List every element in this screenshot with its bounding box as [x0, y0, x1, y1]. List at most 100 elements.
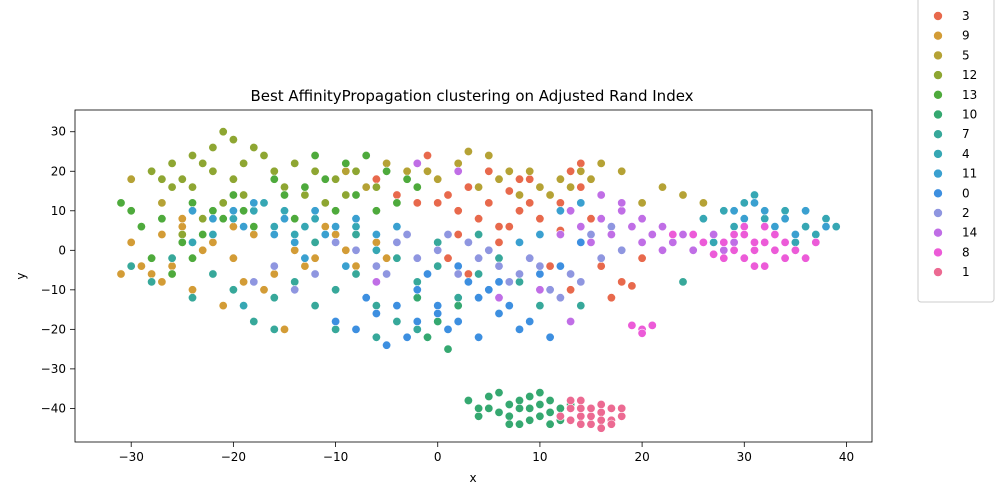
scatter-point [790, 230, 800, 240]
scatter-point [637, 328, 647, 338]
scatter-point [647, 230, 657, 240]
scatter-point [382, 158, 392, 168]
y-tick-label: 20 [51, 164, 66, 178]
scatter-point [228, 222, 238, 232]
scatter-point [269, 293, 279, 303]
scatter-point [801, 206, 811, 216]
scatter-point [494, 407, 504, 417]
scatter-point [504, 222, 514, 232]
scatter-point [341, 261, 351, 271]
scatter-point [371, 301, 381, 311]
scatter-point [514, 269, 524, 279]
scatter-point [310, 269, 320, 279]
scatter-point [801, 222, 811, 232]
scatter-point [269, 269, 279, 279]
scatter-point [412, 293, 422, 303]
scatter-point [504, 166, 514, 176]
scatter-point [320, 222, 330, 232]
y-tick-label: 30 [51, 125, 66, 139]
scatter-point [780, 253, 790, 263]
scatter-point [576, 277, 586, 287]
scatter-point [494, 293, 504, 303]
scatter-point [535, 269, 545, 279]
scatter-point [331, 230, 341, 240]
scatter-point [433, 245, 443, 255]
scatter-point [453, 166, 463, 176]
legend-label: 7 [962, 127, 970, 141]
scatter-point [239, 301, 249, 311]
scatter-point [412, 316, 422, 326]
legend-marker [933, 208, 943, 218]
scatter-point [371, 182, 381, 192]
scatter-point [239, 222, 249, 232]
scatter-point [453, 316, 463, 326]
scatter-point [361, 182, 371, 192]
scatter-point [116, 269, 126, 279]
legend-label: 14 [962, 226, 977, 240]
scatter-point [525, 253, 535, 263]
scatter-point [627, 222, 637, 232]
scatter-point [617, 206, 627, 216]
scatter-point [351, 245, 361, 255]
legend-marker [933, 149, 943, 159]
scatter-point [637, 237, 647, 247]
scatter-point [463, 277, 473, 287]
scatter-point [627, 320, 637, 330]
scatter-point [514, 419, 524, 429]
scatter-point [422, 269, 432, 279]
legend-label: 1 [962, 265, 970, 279]
scatter-point [555, 206, 565, 216]
scatter-point [147, 277, 157, 287]
scatter-point [678, 190, 688, 200]
legend-marker [933, 129, 943, 139]
scatter-point [177, 230, 187, 240]
scatter-point [484, 245, 494, 255]
scatter-point [504, 411, 514, 421]
y-axis: −40 −30 −20 −10 0 10 20 30 [41, 125, 75, 415]
scatter-point [361, 293, 371, 303]
scatter-point [310, 214, 320, 224]
scatter-point [351, 269, 361, 279]
scatter-point [402, 166, 412, 176]
scatter-point [208, 269, 218, 279]
scatter-point [320, 174, 330, 184]
scatter-point [494, 174, 504, 184]
scatter-point [709, 230, 719, 240]
scatter-point [259, 151, 269, 161]
legend-marker [933, 50, 943, 61]
x-tick-label: 40 [839, 450, 854, 464]
scatter-point [228, 285, 238, 295]
scatter-point [596, 261, 606, 271]
scatter-point [290, 158, 300, 168]
scatter-point [566, 403, 576, 413]
scatter-point [525, 403, 535, 413]
scatter-point [249, 230, 259, 240]
scatter-point [749, 198, 759, 208]
scatter-point [310, 253, 320, 263]
scatter-point [545, 261, 555, 271]
scatter-point [514, 206, 524, 216]
scatter-point [606, 222, 616, 232]
legend-marker [933, 30, 943, 41]
scatter-point [371, 261, 381, 271]
scatter-point [647, 320, 657, 330]
scatter-point [525, 316, 535, 326]
scatter-point [351, 230, 361, 240]
y-tick-label: 10 [51, 204, 66, 218]
scatter-point [177, 222, 187, 232]
scatter-point [535, 388, 545, 398]
scatter-point [412, 277, 422, 287]
scatter-point [617, 245, 627, 255]
scatter-point [545, 395, 555, 405]
scatter-point [749, 245, 759, 255]
scatter-point [331, 206, 341, 216]
scatter-point [422, 151, 432, 161]
scatter-point [126, 174, 136, 184]
points-layer [116, 127, 841, 433]
scatter-point [617, 166, 627, 176]
scatter-point [535, 182, 545, 192]
scatter-point [249, 198, 259, 208]
scatter-point [341, 166, 351, 176]
scatter-point [402, 174, 412, 184]
